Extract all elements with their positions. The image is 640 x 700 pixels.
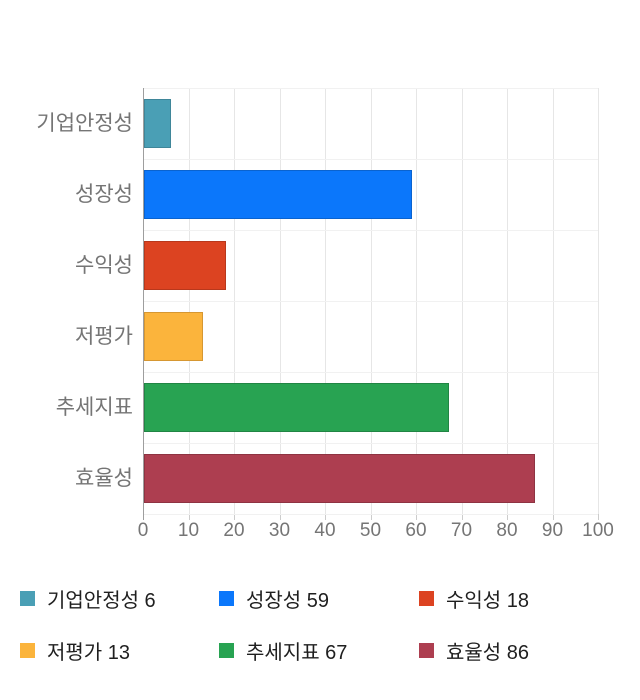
x-tick-label: 100 — [582, 520, 614, 541]
x-tick-label: 40 — [314, 520, 336, 541]
x-tick-label: 0 — [137, 520, 149, 541]
legend-item: 성장성 59 — [219, 588, 329, 612]
category-label: 성장성 — [75, 183, 133, 206]
legend-label: 저평가 13 — [47, 641, 131, 664]
bar-4[interactable] — [144, 383, 449, 432]
bar-5[interactable] — [144, 454, 536, 503]
legend-swatch — [219, 590, 234, 606]
horizontal-gridline — [143, 88, 598, 89]
legend-item: 추세지표 67 — [219, 640, 347, 664]
legend-label: 수익성 18 — [446, 589, 530, 612]
y-axis-line — [143, 88, 144, 520]
x-axis-tick — [325, 514, 326, 520]
x-axis-tick — [416, 514, 417, 520]
x-axis-tick — [234, 514, 235, 520]
horizontal-gridline — [143, 159, 598, 160]
x-tick-label: 60 — [405, 520, 427, 541]
category-label: 효율성 — [75, 467, 133, 490]
legend-swatch — [419, 642, 434, 658]
category-label: 추세지표 — [55, 396, 133, 419]
bar-3[interactable] — [144, 312, 204, 361]
bar-0[interactable] — [144, 99, 172, 148]
horizontal-gridline — [143, 372, 598, 373]
legend-label: 성장성 59 — [246, 589, 330, 612]
legend-swatch — [20, 642, 35, 658]
legend-label: 추세지표 67 — [246, 641, 348, 664]
horizontal-gridline — [143, 443, 598, 444]
x-tick-label: 70 — [450, 520, 473, 541]
x-axis-tick — [552, 514, 554, 520]
horizontal-gridline — [143, 514, 598, 515]
x-axis-tick — [507, 514, 508, 520]
x-axis-tick — [279, 514, 281, 520]
category-label: 저평가 — [75, 325, 133, 348]
x-axis-tick — [598, 514, 599, 520]
horizontal-gridline — [143, 230, 598, 231]
legend-label: 효율성 86 — [446, 641, 530, 664]
legend-item: 수익성 18 — [419, 588, 529, 612]
x-tick-label: 10 — [177, 520, 200, 541]
vertical-gridline — [598, 88, 599, 514]
x-axis-tick — [461, 514, 463, 520]
x-tick-label: 30 — [268, 520, 291, 541]
x-tick-label: 50 — [359, 520, 382, 541]
legend-item: 저평가 13 — [20, 640, 130, 664]
horizontal-gridline — [143, 301, 598, 302]
x-tick-label: 90 — [541, 520, 564, 541]
x-axis-tick — [370, 514, 372, 520]
legend-swatch — [219, 642, 234, 658]
category-label: 기업안정성 — [36, 112, 133, 135]
x-tick-label: 80 — [496, 520, 518, 541]
x-tick-label: 20 — [223, 520, 245, 541]
legend-swatch — [20, 590, 35, 606]
x-axis-tick — [188, 514, 190, 520]
bar-1[interactable] — [144, 170, 413, 219]
bar-2[interactable] — [144, 241, 226, 290]
legend-label: 기업안정성 6 — [47, 589, 156, 612]
legend-item: 효율성 86 — [419, 640, 529, 664]
legend-swatch — [419, 590, 434, 606]
legend-item: 기업안정성 6 — [20, 588, 156, 612]
category-label: 수익성 — [75, 254, 133, 277]
